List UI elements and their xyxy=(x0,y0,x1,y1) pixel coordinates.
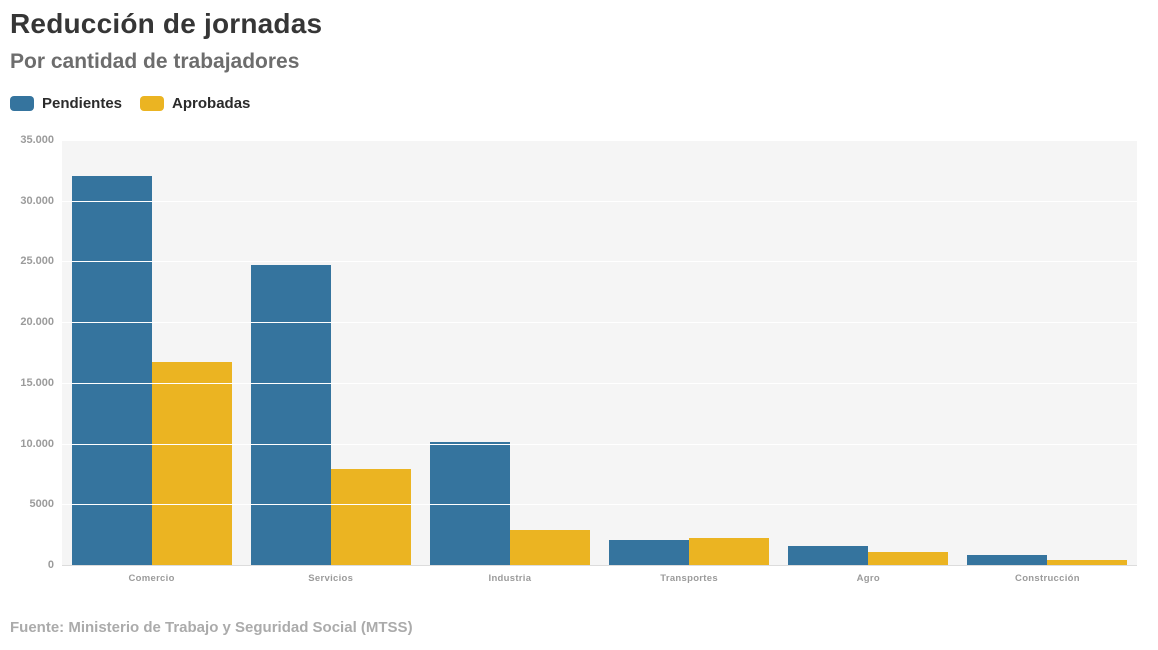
gridline-25.000 xyxy=(62,261,1137,263)
bar-group-transportes xyxy=(600,140,779,565)
legend-label-aprobadas: Aprobadas xyxy=(172,95,251,112)
y-tick-15.000: 15.000 xyxy=(20,376,54,389)
bar-aprobadas-servicios xyxy=(330,469,411,565)
chart-title: Reducción de jornadas xyxy=(10,8,323,39)
x-axis: Comercio Servicios Industria Transportes Agr… xyxy=(62,573,1137,584)
bar-aprobadas-industria xyxy=(509,529,590,565)
x-label-transportes: Transportes xyxy=(660,573,718,584)
x-label-comercio: Comercio xyxy=(128,573,175,584)
y-tick-20.000: 20.000 xyxy=(20,316,54,329)
x-label-construccion: Construcción xyxy=(1015,573,1080,584)
y-tick-0: 0 xyxy=(47,559,54,571)
legend-swatch-pendientes xyxy=(10,96,34,111)
y-tick-25.000: 25.000 xyxy=(20,255,54,268)
chart-subtitle: Por cantidad de trabajadores xyxy=(10,50,300,73)
legend: Pendientes Aprobadas xyxy=(10,95,250,112)
bar-pendientes-transportes xyxy=(609,539,690,565)
y-axis: 0 5000 10.000 15.000 20.000 25.000 30.000 35.00… xyxy=(0,134,54,571)
bar-aprobadas-transportes xyxy=(689,538,770,565)
gridline-35.000 xyxy=(62,140,1137,141)
y-tick-35.000: 35.000 xyxy=(20,134,54,146)
bar-pendientes-industria xyxy=(429,442,510,565)
bar-pendientes-agro xyxy=(788,545,869,565)
legend-item-pendientes: Pendientes xyxy=(10,95,122,112)
legend-swatch-aprobadas xyxy=(140,96,165,111)
y-tick-5000: 5000 xyxy=(29,498,54,511)
gridline-10.000 xyxy=(62,443,1137,445)
bar-aprobadas-comercio xyxy=(151,362,232,565)
bar-aprobadas-agro xyxy=(868,551,949,565)
legend-item-aprobadas: Aprobadas xyxy=(140,95,250,112)
gridline-30.000 xyxy=(62,200,1137,202)
y-tick-30.000: 30.000 xyxy=(20,194,54,207)
gridline-20.000 xyxy=(62,322,1137,324)
legend-label-pendientes: Pendientes xyxy=(42,95,123,112)
x-label-industria: Industria xyxy=(488,573,532,584)
y-tick-10.000: 10.000 xyxy=(20,437,54,450)
bar-pendientes-servicios xyxy=(250,265,331,565)
bar-groups xyxy=(62,140,1137,565)
gridline-15.000 xyxy=(62,382,1137,384)
bar-aprobadas-construccion xyxy=(1047,560,1128,565)
bar-pendientes-construccion xyxy=(967,555,1048,565)
source-note: Fuente: Ministerio de Trabajo y Segurida… xyxy=(10,619,413,636)
gridline-5000 xyxy=(62,504,1137,506)
bar-group-industria xyxy=(420,140,599,565)
x-label-servicios: Servicios xyxy=(308,573,354,584)
x-label-agro: Agro xyxy=(856,573,880,584)
bar-group-comercio xyxy=(62,140,241,565)
bar-group-agro xyxy=(779,140,958,565)
bar-group-construccion xyxy=(958,140,1137,565)
bar-group-servicios xyxy=(241,140,420,565)
plot-area xyxy=(62,140,1137,566)
bar-pendientes-comercio xyxy=(71,176,152,565)
